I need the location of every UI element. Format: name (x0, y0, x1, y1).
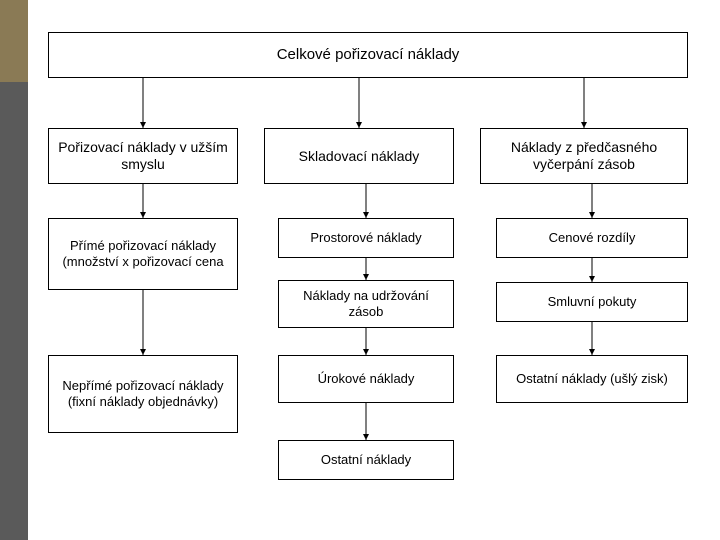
col-header-1: Skladovací náklady (264, 128, 454, 184)
col1-child-0: Prostorové náklady (278, 218, 454, 258)
col-header-2-text: Náklady z předčasného vyčerpání zásob (487, 139, 681, 173)
col1-child-2: Úrokové náklady (278, 355, 454, 403)
col0-child-1-text: Nepřímé pořizovací náklady (fixní náklad… (55, 378, 231, 409)
col1-child-0-text: Prostorové náklady (310, 230, 421, 246)
col-header-0: Pořizovací náklady v užším smyslu (48, 128, 238, 184)
col2-child-0: Cenové rozdíly (496, 218, 688, 258)
title-text: Celkové pořizovací náklady (277, 46, 460, 64)
col2-child-1-text: Smluvní pokuty (548, 294, 637, 310)
col-header-1-text: Skladovací náklady (299, 148, 420, 165)
col1-child-1-text: Náklady na udržování zásob (285, 288, 447, 319)
col1-child-1: Náklady na udržování zásob (278, 280, 454, 328)
col2-child-2: Ostatní náklady (ušlý zisk) (496, 355, 688, 403)
col-header-2: Náklady z předčasného vyčerpání zásob (480, 128, 688, 184)
col0-child-1: Nepřímé pořizovací náklady (fixní náklad… (48, 355, 238, 433)
col1-child-3-text: Ostatní náklady (321, 452, 411, 468)
col2-child-1: Smluvní pokuty (496, 282, 688, 322)
col1-child-3: Ostatní náklady (278, 440, 454, 480)
col-header-0-text: Pořizovací náklady v užším smyslu (55, 139, 231, 173)
title-box: Celkové pořizovací náklady (48, 32, 688, 78)
col2-child-0-text: Cenové rozdíly (549, 230, 636, 246)
col2-child-2-text: Ostatní náklady (ušlý zisk) (516, 371, 668, 387)
col1-child-2-text: Úrokové náklady (318, 371, 415, 387)
sidebar-accent-top (0, 0, 28, 82)
col0-child-0: Přímé pořizovací náklady (množství x poř… (48, 218, 238, 290)
col0-child-0-text: Přímé pořizovací náklady (množství x poř… (55, 238, 231, 269)
sidebar-accent-bottom (0, 82, 28, 540)
sidebar-accent (0, 0, 28, 540)
